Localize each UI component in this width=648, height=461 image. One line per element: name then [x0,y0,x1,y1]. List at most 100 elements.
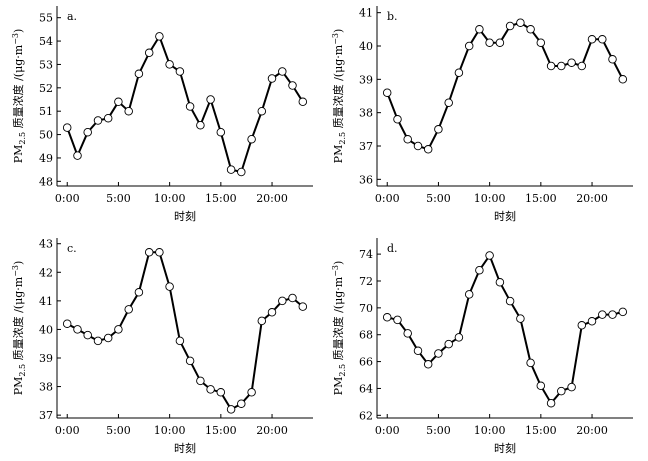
data-point [577,321,587,330]
x-tick-label: 0:00 [55,424,80,437]
data-point [403,135,412,144]
data-point [526,358,535,368]
data-point [382,88,392,97]
y-axis-title: PM2.5 质量浓度 /(μg·m−3) [331,29,347,164]
panel-label: d. [387,242,398,255]
series-line [66,34,304,174]
data-point [598,35,607,44]
y-tick-label: 43 [39,238,53,251]
data-point [62,123,72,132]
data-point [267,308,277,317]
y-tick-label: 39 [359,73,373,86]
data-point [475,265,484,275]
x-tick-label: 15:00 [205,424,237,437]
y-tick-label: 39 [39,352,53,365]
series-line [66,251,304,411]
data-point [144,48,154,58]
x-tick-label: 0:00 [55,192,80,205]
data-point [516,18,525,27]
data-point [278,296,287,306]
chart-panel-4: 62 64 66 68 70 72 74 0:00 5:00 10:00 15:00 20:00 d. 时… [331,238,633,455]
data-point [567,58,576,67]
series-line [386,21,624,151]
y-axis-title: PM2.5 质量浓度 /(μg·m−3) [331,261,347,396]
data-point [124,106,133,116]
data-point [103,113,113,123]
data-point [114,325,123,334]
y-tick-label: 50 [39,129,53,142]
y-tick-label: 42 [39,266,53,279]
x-tick-label: 10:00 [474,192,506,205]
data-point [454,333,464,342]
y-tick-label: 74 [359,248,373,261]
y-tick-label: 40 [359,40,373,53]
data-point [114,97,123,107]
data-point [536,38,546,47]
data-point [423,360,433,369]
data-point [185,356,195,366]
data-point [83,127,92,137]
x-tick-label: 15:00 [205,192,237,205]
panel-label: a. [67,10,77,23]
data-point [526,25,535,34]
data-point [247,134,256,144]
y-tick-label: 41 [39,295,53,308]
data-point [608,310,617,319]
data-point [226,165,236,174]
data-point [598,310,607,319]
y-tick-label: 37 [39,409,53,422]
y-tick-label: 51 [39,105,53,118]
y-tick-label: 41 [359,7,373,20]
data-point [247,388,256,397]
data-point [557,61,566,71]
data-point [444,98,453,107]
data-point [267,74,277,83]
data-point [546,61,556,71]
x-tick-label: 15:00 [525,424,557,437]
data-point [165,282,174,291]
data-point [175,336,185,346]
data-point [536,381,546,391]
chart-panel-2: 36 37 38 39 40 41 0:00 5:00 10:00 15:00 20:00 b. 时刻 P… [331,6,633,223]
chart-panel-3: 37 38 39 40 41 42 43 0:00 5:00 10:00 15:00 20:00 c. 时… [11,238,313,455]
x-tick-label: 5:00 [106,192,131,205]
data-point [196,120,205,130]
panel-label: c. [67,242,77,255]
data-point [413,141,423,151]
x-tick-label: 5:00 [426,192,451,205]
data-point [216,127,226,137]
y-tick-label: 49 [39,152,53,165]
data-point [165,60,174,69]
data-point [505,21,515,31]
data-point [434,349,443,358]
data-point [134,69,144,79]
data-point [393,315,402,325]
data-point [505,296,515,306]
data-point [577,61,587,71]
x-tick-label: 10:00 [154,424,186,437]
data-point [475,25,484,34]
data-point [403,329,412,338]
x-tick-label: 10:00 [474,424,506,437]
data-point [103,333,113,343]
x-axis-title: 时刻 [174,441,196,455]
x-tick-label: 20:00 [576,192,608,205]
x-tick-label: 10:00 [154,192,186,205]
data-point [495,38,505,47]
y-tick-label: 55 [39,12,53,25]
data-point [62,319,72,328]
data-point [434,125,443,134]
x-axis-title: 时刻 [494,441,516,455]
data-point [216,388,226,397]
y-tick-label: 70 [359,302,373,315]
data-point [83,330,92,340]
data-point [124,305,133,314]
data-point [134,288,144,297]
data-point [288,81,297,90]
data-point [444,339,453,349]
data-point [237,167,246,177]
data-point [464,290,474,299]
data-point [516,314,525,323]
data-point [257,316,267,326]
